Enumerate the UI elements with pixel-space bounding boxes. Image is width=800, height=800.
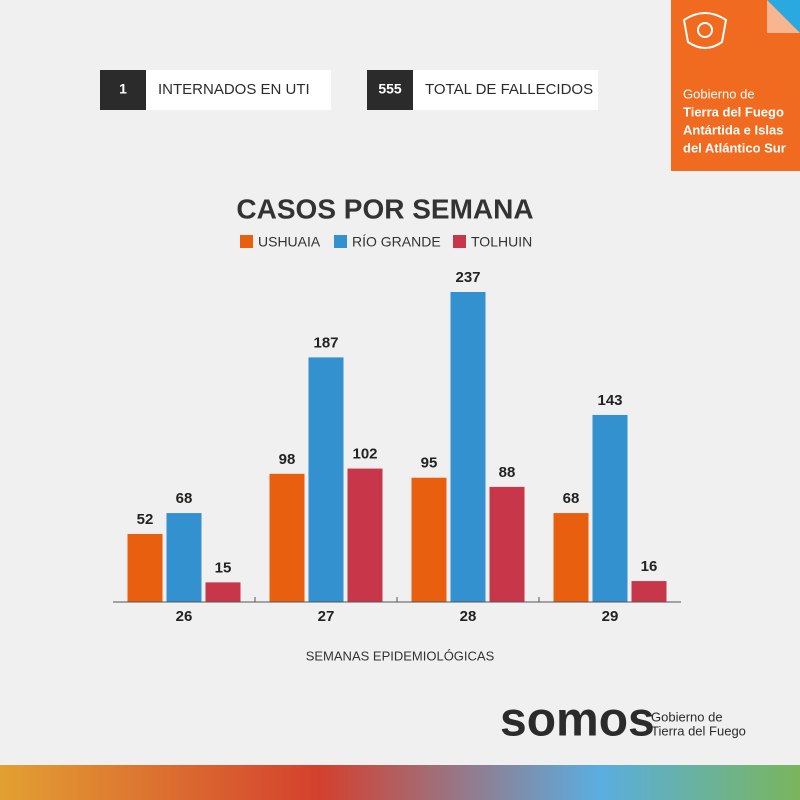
value-label: 98 <box>279 451 296 468</box>
emblem <box>682 12 728 49</box>
value-label: 88 <box>499 464 516 481</box>
header-line: Antártida e Islas <box>683 122 783 137</box>
stat-value-box <box>100 70 146 110</box>
value-label: 237 <box>455 269 480 286</box>
header-line: Tierra del Fuego <box>683 104 784 119</box>
value-label: 143 <box>597 392 622 409</box>
bar <box>592 414 628 602</box>
bar <box>411 477 447 602</box>
legend-swatch <box>240 235 253 248</box>
stat-label-box <box>413 70 598 110</box>
legend-label: TOLHUIN <box>471 234 532 250</box>
value-label: 15 <box>215 559 232 576</box>
footer-line: Gobierno de <box>651 709 723 724</box>
value-label: 16 <box>641 558 658 575</box>
value-label: 68 <box>176 490 193 507</box>
x-axis-label: SEMANAS EPIDEMIOLÓGICAS <box>306 648 495 663</box>
corner-fold <box>767 0 800 33</box>
bar <box>269 473 305 602</box>
legend-swatch <box>334 235 347 248</box>
x-tick-label: 28 <box>460 608 477 625</box>
x-tick-label: 29 <box>602 608 619 625</box>
value-label: 102 <box>352 446 377 463</box>
bar <box>308 357 344 602</box>
legend-label: USHUAIA <box>258 234 321 250</box>
bar <box>631 581 667 602</box>
brand: somos <box>500 694 655 747</box>
value-label: 95 <box>421 455 438 472</box>
x-tick-label: 26 <box>176 608 193 625</box>
value-label: 52 <box>137 511 154 528</box>
header-line: del Atlántico Sur <box>683 140 786 155</box>
bar <box>450 292 486 602</box>
stat-label: TOTAL DE FALLECIDOS <box>425 81 593 98</box>
bar <box>489 486 525 602</box>
color-band <box>0 765 800 800</box>
stat-value: 555 <box>378 81 402 97</box>
footer-line: Tierra del Fuego <box>651 723 746 738</box>
legend-label: RÍO GRANDE <box>352 234 441 250</box>
stats: 1 INTERNADOS EN UTI 555 TOTAL DE FALLECIDOS <box>100 70 598 110</box>
header-text: Gobierno de Tierra del Fuego Antártida e I… <box>683 86 786 155</box>
bar <box>347 468 383 602</box>
value-label: 68 <box>563 490 580 507</box>
bar <box>205 582 241 602</box>
bar <box>127 533 163 602</box>
stat-value-box <box>367 70 413 110</box>
x-tick-label: 27 <box>318 608 335 625</box>
chart: CASOS POR SEMANA USHUAIA RÍO GRANDE TOLHUIN… <box>113 193 681 663</box>
stat-value: 1 <box>119 81 127 97</box>
bar <box>166 513 202 602</box>
stat-label: INTERNADOS EN UTI <box>158 81 310 98</box>
legend-swatch <box>453 235 466 248</box>
chart-title: CASOS POR SEMANA <box>236 193 533 224</box>
bar <box>553 513 589 602</box>
stat-label-box <box>146 70 331 110</box>
value-label: 187 <box>313 334 338 351</box>
header-line: Gobierno de <box>683 86 755 101</box>
